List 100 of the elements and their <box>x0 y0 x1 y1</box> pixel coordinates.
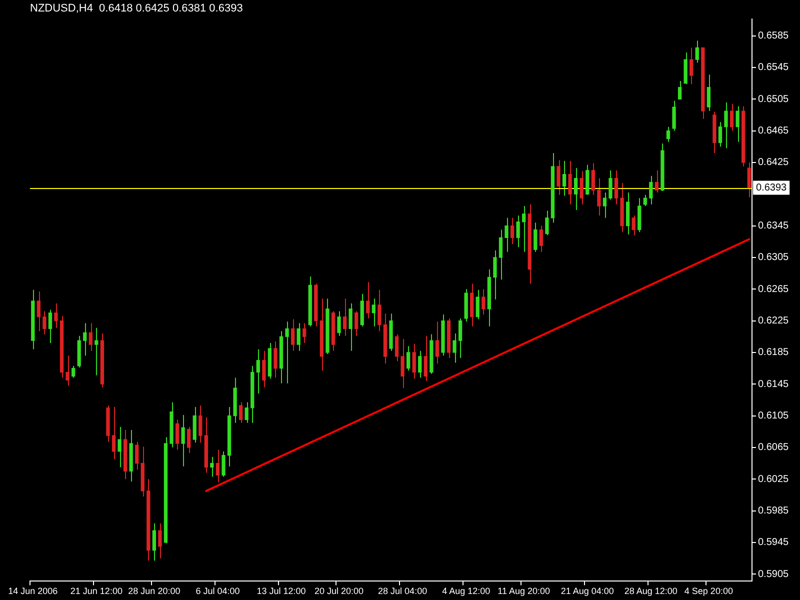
candlestick <box>302 322 306 344</box>
candlestick <box>730 103 734 132</box>
candlestick <box>262 350 266 388</box>
x-tick-label: 28 Jun 20:00 <box>128 586 180 596</box>
candlestick <box>88 322 92 352</box>
candlestick <box>695 40 699 64</box>
y-tick-label: 0.6305 <box>758 252 790 264</box>
y-tick-label: 0.6505 <box>758 94 790 105</box>
candlestick <box>372 298 376 327</box>
candlestick <box>591 162 595 196</box>
y-tick-label: 0.6265 <box>758 284 790 295</box>
candlestick <box>458 318 462 358</box>
candlestick <box>574 168 578 210</box>
candlestick <box>181 414 185 467</box>
candlestick <box>580 170 584 205</box>
y-tick-label: 0.6465 <box>758 126 790 137</box>
candlestick <box>690 47 694 85</box>
candlestick <box>296 322 300 352</box>
x-tick-label: 6 Jul 04:00 <box>196 586 240 596</box>
candlestick <box>510 217 514 244</box>
candlestick <box>216 449 220 483</box>
candlestick <box>597 178 601 216</box>
candlestick <box>666 126 670 142</box>
candlestick <box>504 217 508 252</box>
candlestick <box>424 335 428 382</box>
y-tick-label: 0.5905 <box>758 568 790 580</box>
candlestick <box>736 106 740 142</box>
candlestick <box>400 338 404 389</box>
y-tick-label: 0.6225 <box>758 316 790 327</box>
y-tick-label: 0.6105 <box>758 410 790 422</box>
candlestick <box>66 355 70 386</box>
candlestick <box>337 310 341 336</box>
candlestick <box>435 321 440 364</box>
y-tick-label: 0.6345 <box>758 220 790 232</box>
x-tick-label: 14 Jun 2006 <box>8 586 58 596</box>
candlestick <box>545 210 549 236</box>
candlestick <box>54 302 58 328</box>
x-tick-label: 20 Jul 20:00 <box>314 586 364 596</box>
candlestick <box>602 192 607 218</box>
candlestick <box>498 229 503 280</box>
candlestick <box>274 340 278 378</box>
candlestick <box>342 298 347 336</box>
candlestick <box>244 402 248 424</box>
candlestick <box>238 402 243 424</box>
x-tick-label: 4 Sep 20:00 <box>684 586 733 596</box>
candlestick <box>222 450 226 478</box>
candlestick <box>348 302 352 352</box>
candlestick <box>135 441 139 470</box>
candlestick <box>83 322 87 356</box>
candlestick <box>476 289 480 320</box>
x-tick-label: 28 Jul 04:00 <box>378 586 428 596</box>
x-tick-label: 28 Aug 12:00 <box>624 586 678 596</box>
candlestick <box>654 170 659 194</box>
candlestick <box>568 160 572 205</box>
candlestick <box>539 225 544 252</box>
candlestick <box>394 334 399 362</box>
candlestick <box>36 290 40 332</box>
ref-line-label: 0.6393 <box>756 182 788 194</box>
candlestick <box>290 318 295 352</box>
candlestick <box>412 343 416 380</box>
candlestick <box>94 327 98 376</box>
candlestick <box>112 406 116 460</box>
candlestick <box>406 346 410 372</box>
candlestick <box>556 160 560 196</box>
candlestick <box>256 348 260 394</box>
candlestick <box>210 456 214 478</box>
candlestick <box>378 289 382 332</box>
candlestick <box>614 170 618 205</box>
candlestick <box>118 426 122 468</box>
candlestick <box>724 102 728 149</box>
y-tick-label: 0.5945 <box>758 537 790 548</box>
candlestick <box>418 350 422 378</box>
y-tick-label: 0.6185 <box>758 347 790 358</box>
candlestick <box>366 281 370 319</box>
y-tick-label: 0.6585 <box>758 30 790 42</box>
candlestick <box>649 175 653 205</box>
candlestick <box>516 215 520 248</box>
candlestick <box>643 194 647 207</box>
candlestick <box>678 80 682 100</box>
candlestick <box>158 522 162 559</box>
y-tick-label: 0.6025 <box>758 474 790 485</box>
candlestick <box>71 365 76 378</box>
candlestick <box>285 321 289 384</box>
candlestick <box>608 170 612 200</box>
y-tick-label: 0.6545 <box>758 62 790 74</box>
candlestick <box>562 160 566 196</box>
candlestick <box>493 250 497 300</box>
candlestick <box>187 426 191 454</box>
x-tick-label: 21 Aug 04:00 <box>560 586 614 596</box>
candlestick <box>42 310 46 335</box>
candlestick <box>152 522 156 562</box>
x-tick-label: 11 Aug 20:00 <box>498 586 550 596</box>
candlestick <box>354 310 358 336</box>
candlestick <box>198 404 202 444</box>
x-tick-label: 13 Jul 12:00 <box>256 586 306 596</box>
y-tick-label: 0.6425 <box>758 157 790 168</box>
candlestick <box>706 74 711 112</box>
x-tick-label: 21 Jun 12:00 <box>70 586 122 596</box>
chart-title: NZDUSD,H4 0.6418 0.6425 0.6381 0.6393 <box>30 2 243 15</box>
candlestick <box>452 332 456 364</box>
